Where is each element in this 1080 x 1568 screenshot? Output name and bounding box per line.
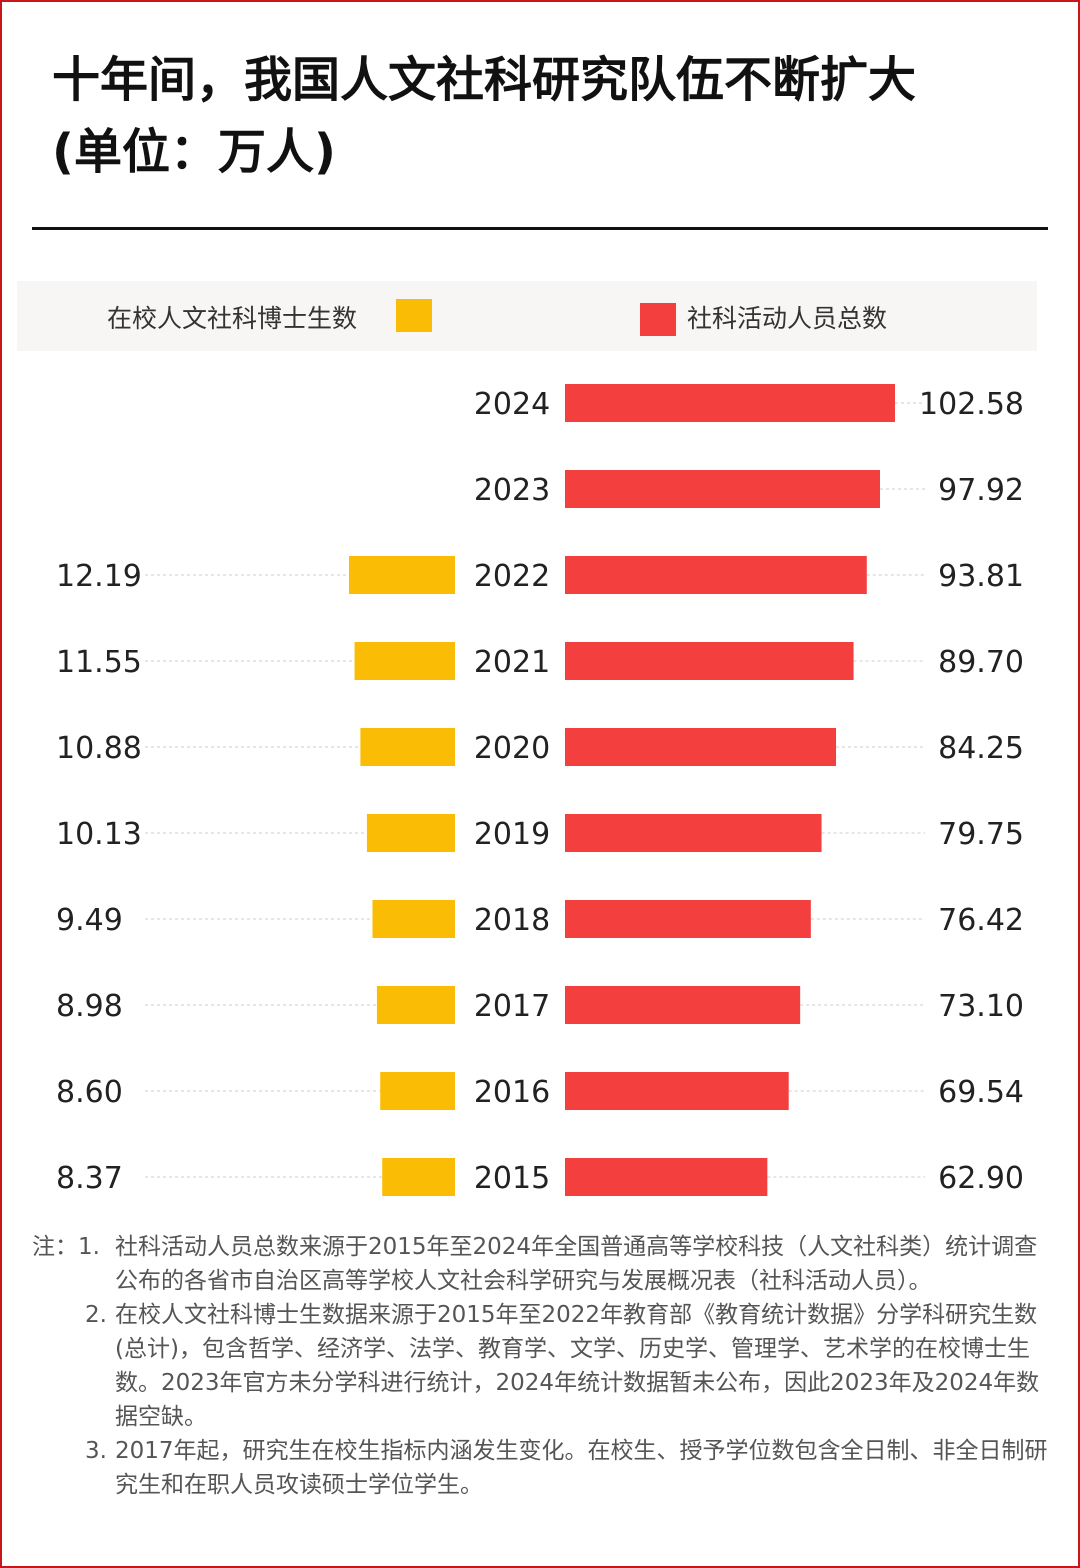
bar-phd xyxy=(360,728,455,766)
note-prefix: 3. xyxy=(85,1438,107,1464)
value-label-phd: 10.88 xyxy=(56,731,142,766)
year-label: 2021 xyxy=(474,645,550,680)
value-label-staff: 84.25 xyxy=(938,731,1024,766)
bar-phd xyxy=(376,986,455,1024)
bar-phd xyxy=(349,556,455,594)
year-label: 2018 xyxy=(474,903,550,938)
bar-phd xyxy=(354,642,455,680)
bar-staff xyxy=(565,814,822,852)
bar-staff xyxy=(565,470,881,508)
bar-phd xyxy=(380,1072,455,1110)
bar-staff xyxy=(565,986,801,1024)
year-label: 2016 xyxy=(474,1075,550,1110)
note-1: 注：1. 社科活动人员总数来源于2015年至2024年全国普通高等学校科技（人文社… xyxy=(32,1230,1052,1298)
year-label: 2020 xyxy=(474,731,550,766)
bar-staff xyxy=(565,384,895,422)
value-label-phd: 8.98 xyxy=(56,989,123,1024)
value-label-staff: 93.81 xyxy=(938,559,1024,594)
legend-label-phd: 在校人文社科博士生数 xyxy=(107,304,358,333)
bar-staff xyxy=(565,728,837,766)
title-divider xyxy=(32,227,1048,230)
year-label: 2017 xyxy=(474,989,550,1024)
note-2: 2. 在校人文社科博士生数据来源于2015年至2022年教育部《教育统计数据》分学… xyxy=(32,1298,1052,1434)
value-label-phd: 12.19 xyxy=(56,559,142,594)
value-label-phd: 8.60 xyxy=(56,1075,123,1110)
bar-phd xyxy=(372,900,455,938)
note-prefix: 注：1. xyxy=(32,1234,100,1260)
bar-staff xyxy=(565,1072,789,1110)
note-text: 在校人文社科博士生数据来源于2015年至2022年教育部《教育统计数据》分学科研… xyxy=(115,1302,1040,1430)
notes: 注：1. 社科活动人员总数来源于2015年至2024年全国普通高等学校科技（人文社… xyxy=(32,1230,1052,1502)
value-label-staff: 79.75 xyxy=(938,817,1024,852)
legend: 在校人文社科博士生数 社科活动人员总数 xyxy=(17,281,1037,351)
legend-label-staff: 社科活动人员总数 xyxy=(687,304,888,333)
bar-staff xyxy=(565,556,867,594)
year-label: 2019 xyxy=(474,817,550,852)
note-prefix: 2. xyxy=(85,1302,107,1328)
bar-phd xyxy=(382,1158,455,1196)
value-label-staff: 102.58 xyxy=(919,387,1024,422)
chart-area: 102.58 2024 97.92 2023 93.81 2022 12.19 89.70 20… xyxy=(56,384,1024,1196)
note-text: 2017年起，研究生在校生指标内涵发生变化。在校生、授予学位数包含全日制、非全日… xyxy=(115,1438,1048,1498)
bar-phd xyxy=(366,814,455,852)
value-label-phd: 11.55 xyxy=(56,645,142,680)
value-label-phd: 10.13 xyxy=(56,817,142,852)
legend-swatch-staff xyxy=(640,303,676,336)
chart-title: 十年间，我国人文社科研究队伍不断扩大 (单位：万人) xyxy=(52,44,1052,188)
value-label-staff: 97.92 xyxy=(938,473,1024,508)
value-label-staff: 76.42 xyxy=(938,903,1024,938)
note-text: 社科活动人员总数来源于2015年至2024年全国普通高等学校科技（人文社科类）统… xyxy=(115,1234,1038,1294)
bar-staff xyxy=(565,1158,768,1196)
unit-text: (单位：万人) xyxy=(52,124,336,180)
legend-swatch-phd xyxy=(396,299,432,332)
year-label: 2024 xyxy=(474,387,550,422)
year-label: 2015 xyxy=(474,1161,550,1196)
bar-staff xyxy=(565,900,811,938)
value-label-staff: 62.90 xyxy=(938,1161,1024,1196)
value-label-phd: 8.37 xyxy=(56,1161,123,1196)
value-label-phd: 9.49 xyxy=(56,903,123,938)
value-label-staff: 69.54 xyxy=(938,1075,1024,1110)
bar-staff xyxy=(565,642,854,680)
note-3: 3. 2017年起，研究生在校生指标内涵发生变化。在校生、授予学位数包含全日制、非… xyxy=(32,1434,1052,1502)
value-label-staff: 89.70 xyxy=(938,645,1024,680)
value-label-staff: 73.10 xyxy=(938,989,1024,1024)
year-label: 2022 xyxy=(474,559,550,594)
title-text: 十年间，我国人文社科研究队伍不断扩大 xyxy=(52,52,917,108)
year-label: 2023 xyxy=(474,473,550,508)
